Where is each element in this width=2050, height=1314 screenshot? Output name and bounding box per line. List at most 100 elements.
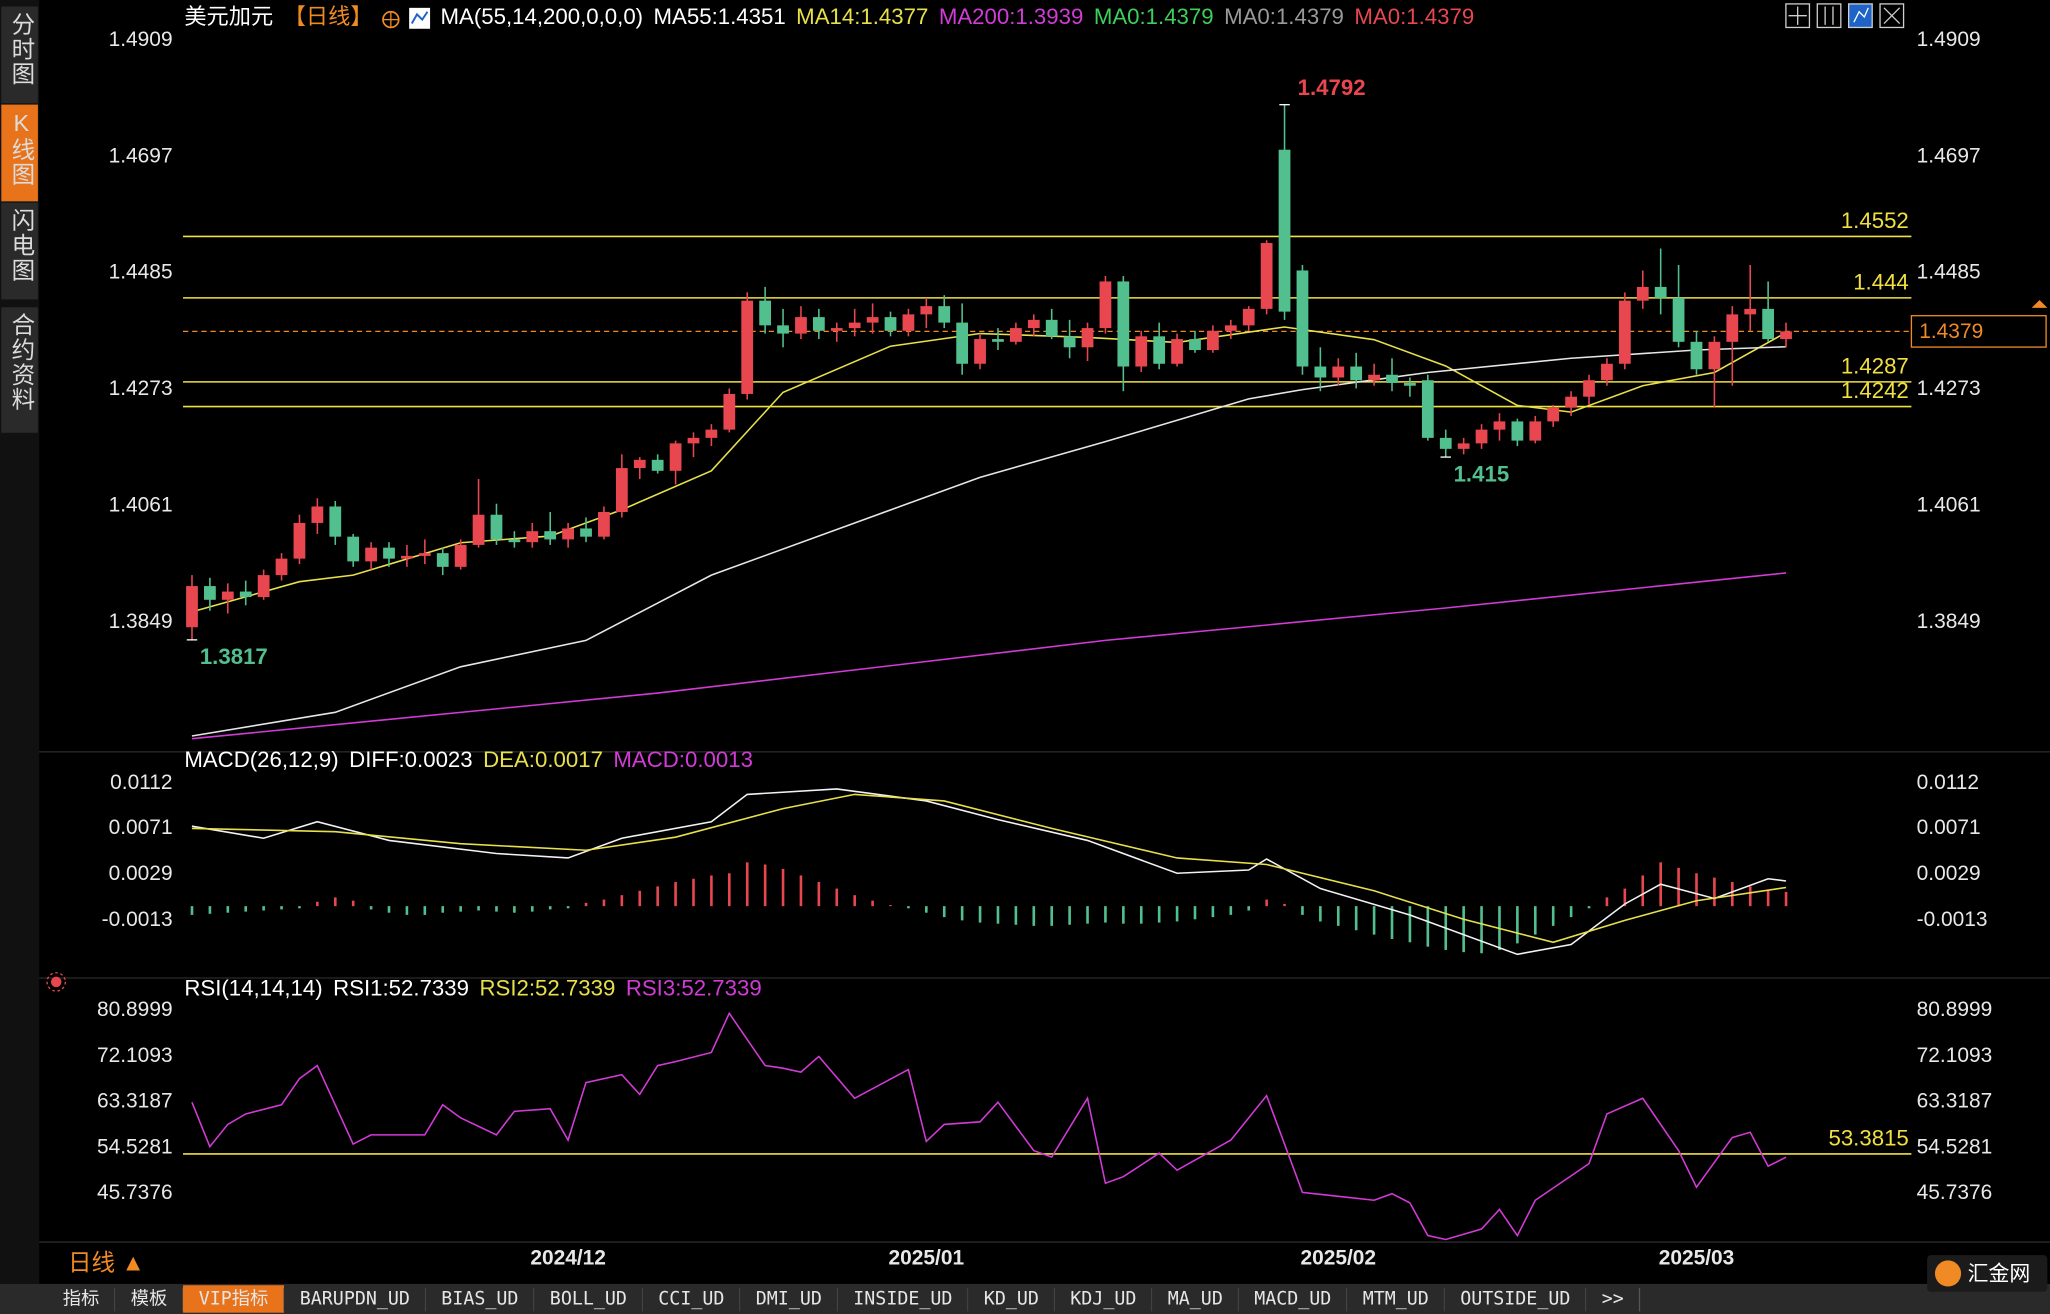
- candle-body: [580, 528, 592, 537]
- bottom-tab-label[interactable]: KD_UD: [984, 1289, 1039, 1310]
- panel-legend: MA200:1.3939: [939, 4, 1084, 29]
- macd-bar: [1122, 906, 1125, 924]
- candle-body: [454, 544, 467, 567]
- macd-bar: [566, 906, 570, 909]
- bottom-tab-label[interactable]: MTM_UD: [1363, 1289, 1429, 1310]
- candle-body: [1708, 341, 1721, 370]
- candle-body: [436, 553, 449, 567]
- candle-body: [1189, 339, 1201, 351]
- bottom-tab[interactable]: [1054, 1285, 1153, 1313]
- bottom-tab[interactable]: [1152, 1285, 1239, 1313]
- icon[interactable]: [1816, 3, 1842, 29]
- macd-bar: [1569, 906, 1573, 918]
- icon[interactable]: [1785, 3, 1811, 29]
- candle-body: [1654, 286, 1667, 298]
- logo: 汇金网: [1927, 1255, 2048, 1292]
- bottom-tab-label[interactable]: 指标: [63, 1289, 100, 1310]
- toolbar-icons[interactable]: [1785, 3, 1905, 29]
- extreme-label: 1.415: [1454, 461, 1510, 486]
- bottom-tab[interactable]: [115, 1285, 184, 1313]
- panel-legend: MA0:1.4379: [1094, 4, 1214, 29]
- bottom-tab[interactable]: [837, 1285, 969, 1313]
- bottom-tab-label[interactable]: BOLL_UD: [550, 1289, 627, 1310]
- sidebar-tab[interactable]: [1, 104, 38, 202]
- macd-bar: [208, 906, 212, 914]
- bottom-tab-label[interactable]: MA_UD: [1168, 1289, 1223, 1310]
- panel-legend: MA(55,14,200,0,0,0): [441, 4, 644, 29]
- sidebar-tab-label[interactable]: 合约资料: [8, 312, 35, 412]
- bottom-tab-label[interactable]: BARUPDN_UD: [300, 1289, 410, 1310]
- bottom-tab[interactable]: [183, 1285, 285, 1313]
- candle-body: [418, 553, 431, 556]
- bottom-tab-label[interactable]: OUTSIDE_UD: [1460, 1289, 1570, 1310]
- sidebar-tab-label[interactable]: 分时图: [8, 11, 34, 86]
- sidebar-tab[interactable]: [1, 307, 38, 433]
- y-tick-label: 63.3187: [1917, 1090, 1993, 1113]
- last-price-box: [1910, 315, 2047, 348]
- icon: [46, 972, 67, 992]
- y-tick-label: 63.3187: [97, 1090, 173, 1113]
- macd-bar: [1211, 906, 1215, 918]
- icon[interactable]: [1879, 3, 1905, 29]
- candle-body: [472, 514, 485, 545]
- bottom-tab[interactable]: [642, 1285, 741, 1313]
- bottom-tab[interactable]: [534, 1285, 643, 1313]
- bottom-tab-label[interactable]: INSIDE_UD: [853, 1289, 952, 1310]
- macd-bar: [495, 906, 498, 912]
- bottom-tab[interactable]: [425, 1285, 535, 1313]
- macd-bar: [1301, 906, 1304, 915]
- y-tick-label: 0.0029: [109, 862, 173, 885]
- panel-legend: RSI2:52.7339: [479, 976, 615, 1001]
- y-tick-label: 1.4909: [109, 28, 173, 51]
- bottom-tab-label[interactable]: VIP指标: [199, 1289, 269, 1310]
- bottom-tab[interactable]: [1444, 1285, 1587, 1313]
- bottom-tab-label[interactable]: DMI_UD: [756, 1289, 822, 1310]
- bottom-tab-label[interactable]: 模板: [131, 1289, 168, 1310]
- y-tick-label: 1.4061: [1917, 493, 1981, 516]
- macd-bar: [942, 906, 946, 918]
- bottom-tab[interactable]: [1347, 1285, 1445, 1313]
- extreme-label: 1.4792: [1298, 75, 1366, 100]
- sidebar-tab[interactable]: [1, 6, 38, 104]
- bottom-tab[interactable]: [284, 1285, 426, 1313]
- indicator-line: [191, 793, 1787, 944]
- sidebar-tab[interactable]: [1, 202, 38, 300]
- macd-bar: [1516, 906, 1519, 944]
- macd-bar: [1068, 906, 1071, 925]
- bottom-tab-label[interactable]: CCI_UD: [658, 1289, 724, 1310]
- level-label: 53.3815: [1828, 1125, 1908, 1150]
- macd-bar: [1157, 906, 1161, 923]
- y-tick-label: 72.1093: [1917, 1044, 1993, 1067]
- period-label[interactable]: 日线 ▲: [68, 1250, 145, 1276]
- candle-body: [311, 506, 324, 523]
- macd-bar: [1390, 906, 1394, 940]
- indicator-line: [191, 345, 1787, 737]
- sidebar-tab-label[interactable]: 闪电图: [8, 208, 34, 283]
- bottom-tab-label[interactable]: MACD_UD: [1254, 1289, 1331, 1310]
- sidebar-tab-label[interactable]: K线图: [8, 110, 34, 187]
- macd-bar: [190, 906, 194, 915]
- bottom-tab[interactable]: [968, 1285, 1055, 1313]
- macd-bar: [889, 905, 892, 907]
- macd-bar: [1175, 906, 1179, 922]
- icon[interactable]: [1848, 3, 1873, 29]
- macd-bar: [316, 901, 319, 907]
- candle-body: [1207, 330, 1219, 351]
- macd-bar: [1551, 906, 1555, 926]
- candle-body: [204, 586, 216, 600]
- bottom-tab[interactable]: [47, 1285, 116, 1313]
- bottom-tab-label[interactable]: KDJ_UD: [1070, 1289, 1136, 1310]
- bottom-tab-label[interactable]: BIAS_UD: [441, 1289, 518, 1310]
- macd-bar: [423, 906, 427, 915]
- candle-body: [508, 539, 521, 543]
- bottom-tab[interactable]: [1238, 1285, 1348, 1313]
- candle-body: [902, 314, 915, 331]
- candle-body: [257, 575, 270, 598]
- macd-bar: [1086, 906, 1089, 924]
- bottom-tab[interactable]: [740, 1285, 838, 1313]
- bottom-tab-label[interactable]: >>: [1602, 1289, 1624, 1310]
- bottom-tab[interactable]: [1586, 1285, 1640, 1313]
- level-label: 1.4287: [1841, 353, 1909, 378]
- candle-body: [1493, 421, 1506, 430]
